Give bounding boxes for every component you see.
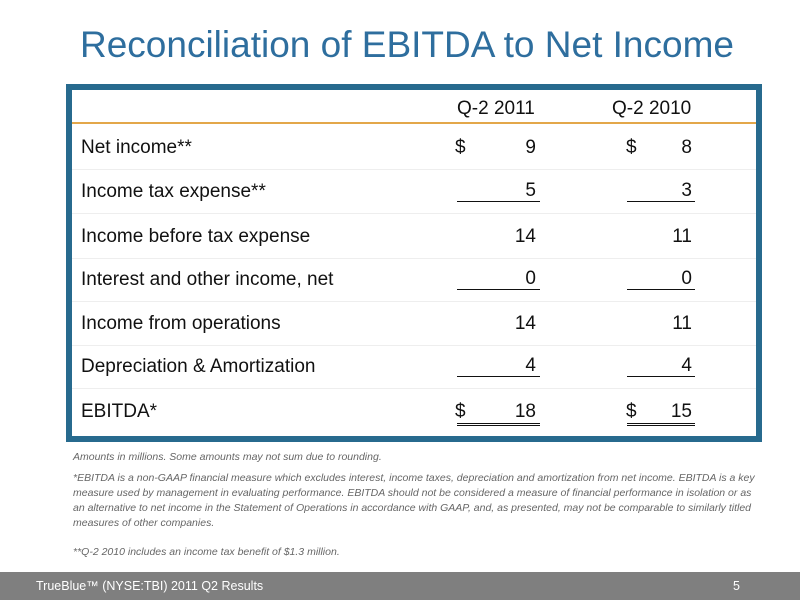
value-q2-2011: 4 [457,356,540,377]
column-header-q2-2010: Q-2 2010 [612,98,692,119]
value-q2-2011: 0 [457,269,540,290]
slide-title: Reconciliation of EBITDA to Net Income [80,24,734,65]
dollar-sign: $ [626,137,637,158]
page-number: 5 [733,579,740,593]
value-q2-2010: 3 [627,181,695,202]
dollar-sign: $ [626,401,637,422]
row-label: Income from operations [81,313,281,334]
value-q2-2011: 18 [457,401,540,426]
column-header-q2-2011: Q-2 2011 [457,98,535,119]
value-q2-2010: 8 [681,137,692,158]
note-amounts: Amounts in millions. Some amounts may no… [73,451,382,463]
note-tax-benefit: **Q-2 2010 includes an income tax benefi… [73,546,340,558]
footer-bar: TrueBlue™ (NYSE:TBI) 2011 Q2 Results 5 [0,572,800,600]
table-row: EBITDA* 18 15 $ $ [72,390,756,434]
footer-text: TrueBlue™ (NYSE:TBI) 2011 Q2 Results [36,579,264,593]
row-label: EBITDA* [81,401,158,422]
value-q2-2011: 5 [457,181,540,202]
table-row: Income before tax expense 14 11 [72,215,756,259]
value-q2-2011: 14 [514,226,536,247]
table-row: Income tax expense** 5 3 [72,170,756,214]
row-label: Depreciation & Amortization [81,356,316,377]
footnotes: Amounts in millions. Some amounts may no… [73,450,763,566]
row-label: Income before tax expense [81,226,311,247]
table-row: Income from operations 14 11 [72,302,756,346]
value-q2-2011: 14 [514,313,536,334]
value-q2-2010: 0 [627,269,695,290]
row-label: Interest and other income, net [81,269,334,290]
value-q2-2010: 4 [627,356,695,377]
dollar-sign: $ [455,137,466,158]
row-label: Net income** [81,137,192,158]
table-row: Net income** 9 8 $ $ [72,126,756,170]
value-q2-2010: 11 [672,313,692,334]
table-row: Depreciation & Amortization 4 4 [72,345,756,389]
note-ebitda: *EBITDA is a non-GAAP financial measure … [73,472,755,529]
table-header: Q-2 2011 Q-2 2010 [72,90,756,124]
table-row: Interest and other income, net 0 0 [72,258,756,302]
value-q2-2010: 15 [627,401,695,426]
value-q2-2010: 11 [672,226,692,247]
ebitda-table: Q-2 2011 Q-2 2010 Net income** 9 8 $ $ Income… [66,84,762,442]
row-label: Income tax expense** [81,181,266,202]
value-q2-2011: 9 [525,137,536,158]
dollar-sign: $ [455,401,466,422]
